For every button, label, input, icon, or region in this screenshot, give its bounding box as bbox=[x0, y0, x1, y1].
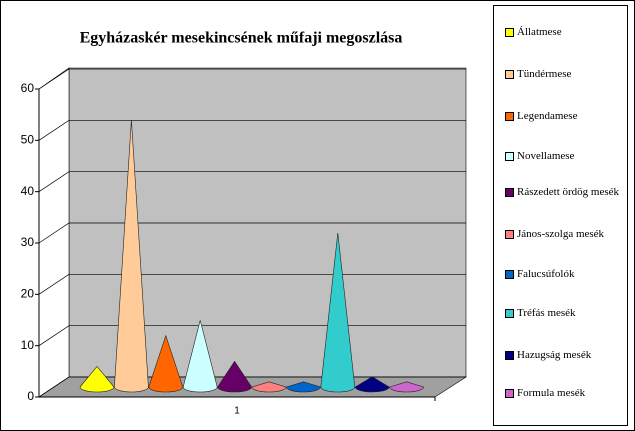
legend-swatch bbox=[505, 389, 514, 398]
legend-swatch bbox=[505, 230, 514, 239]
cone bbox=[389, 381, 424, 393]
legend-swatch bbox=[505, 351, 514, 360]
legend: Állatmese Tündérmese Legendamese Novellames… bbox=[493, 5, 628, 426]
cone bbox=[217, 360, 252, 393]
legend-item: Tündérmese bbox=[505, 68, 623, 80]
legend-swatch bbox=[505, 112, 514, 121]
legend-item: Formula mesék bbox=[505, 387, 623, 399]
y-tick-label: 50 bbox=[21, 133, 35, 147]
legend-swatch bbox=[505, 28, 514, 37]
legend-label: Tréfás mesék bbox=[517, 307, 576, 319]
legend-item: Tréfás mesék bbox=[505, 307, 623, 319]
y-tick-label: 30 bbox=[21, 235, 35, 249]
chart-title: Egyházaskér mesekincsének műfaji megoszl… bbox=[80, 30, 403, 47]
grid-line bbox=[38, 171, 466, 192]
legend-label: Állatmese bbox=[517, 26, 562, 38]
legend-swatch bbox=[505, 70, 514, 79]
legend-label: Novellamese bbox=[517, 150, 575, 162]
cone bbox=[114, 120, 149, 393]
x-tick-label: 1 bbox=[234, 406, 240, 417]
legend-item: Legendamese bbox=[505, 110, 623, 122]
legend-label: Legendamese bbox=[517, 110, 578, 122]
cone bbox=[251, 381, 287, 393]
legend-item: Állatmese bbox=[505, 26, 623, 38]
legend-label: Hazugság mesék bbox=[517, 349, 592, 361]
grid-line bbox=[38, 119, 466, 141]
legend-label: Tündérmese bbox=[517, 68, 572, 80]
legend-item: Falucsúfolók bbox=[505, 268, 623, 280]
legend-label: Formula mesék bbox=[517, 387, 586, 399]
legend-swatch bbox=[505, 270, 514, 279]
cone bbox=[148, 334, 184, 393]
cone bbox=[354, 376, 390, 393]
cone bbox=[320, 232, 356, 393]
legend-swatch bbox=[505, 188, 514, 197]
legend-item: Rászedett ördög mesék bbox=[505, 186, 623, 198]
legend-label: Falucsúfolók bbox=[517, 268, 575, 280]
cone bbox=[286, 381, 321, 393]
y-tick-label: 40 bbox=[21, 184, 35, 198]
cone bbox=[79, 365, 115, 393]
legend-swatch bbox=[505, 152, 514, 161]
legend-label: Rászedett ördög mesék bbox=[517, 186, 620, 198]
cone bbox=[182, 320, 218, 393]
y-tick-label: 0 bbox=[27, 389, 34, 403]
y-tick-label: 60 bbox=[21, 81, 35, 95]
grid-line bbox=[38, 222, 466, 244]
y-tick-label: 20 bbox=[21, 287, 35, 301]
legend-swatch bbox=[505, 309, 514, 318]
legend-item: Novellamese bbox=[505, 150, 623, 162]
y-tick-label: 10 bbox=[21, 338, 35, 352]
legend-item: János-szolga mesék bbox=[505, 228, 623, 240]
grid-line bbox=[38, 68, 466, 90]
legend-item: Hazugság mesék bbox=[505, 349, 623, 361]
side-wall bbox=[38, 67, 70, 398]
legend-label: János-szolga mesék bbox=[517, 228, 605, 240]
